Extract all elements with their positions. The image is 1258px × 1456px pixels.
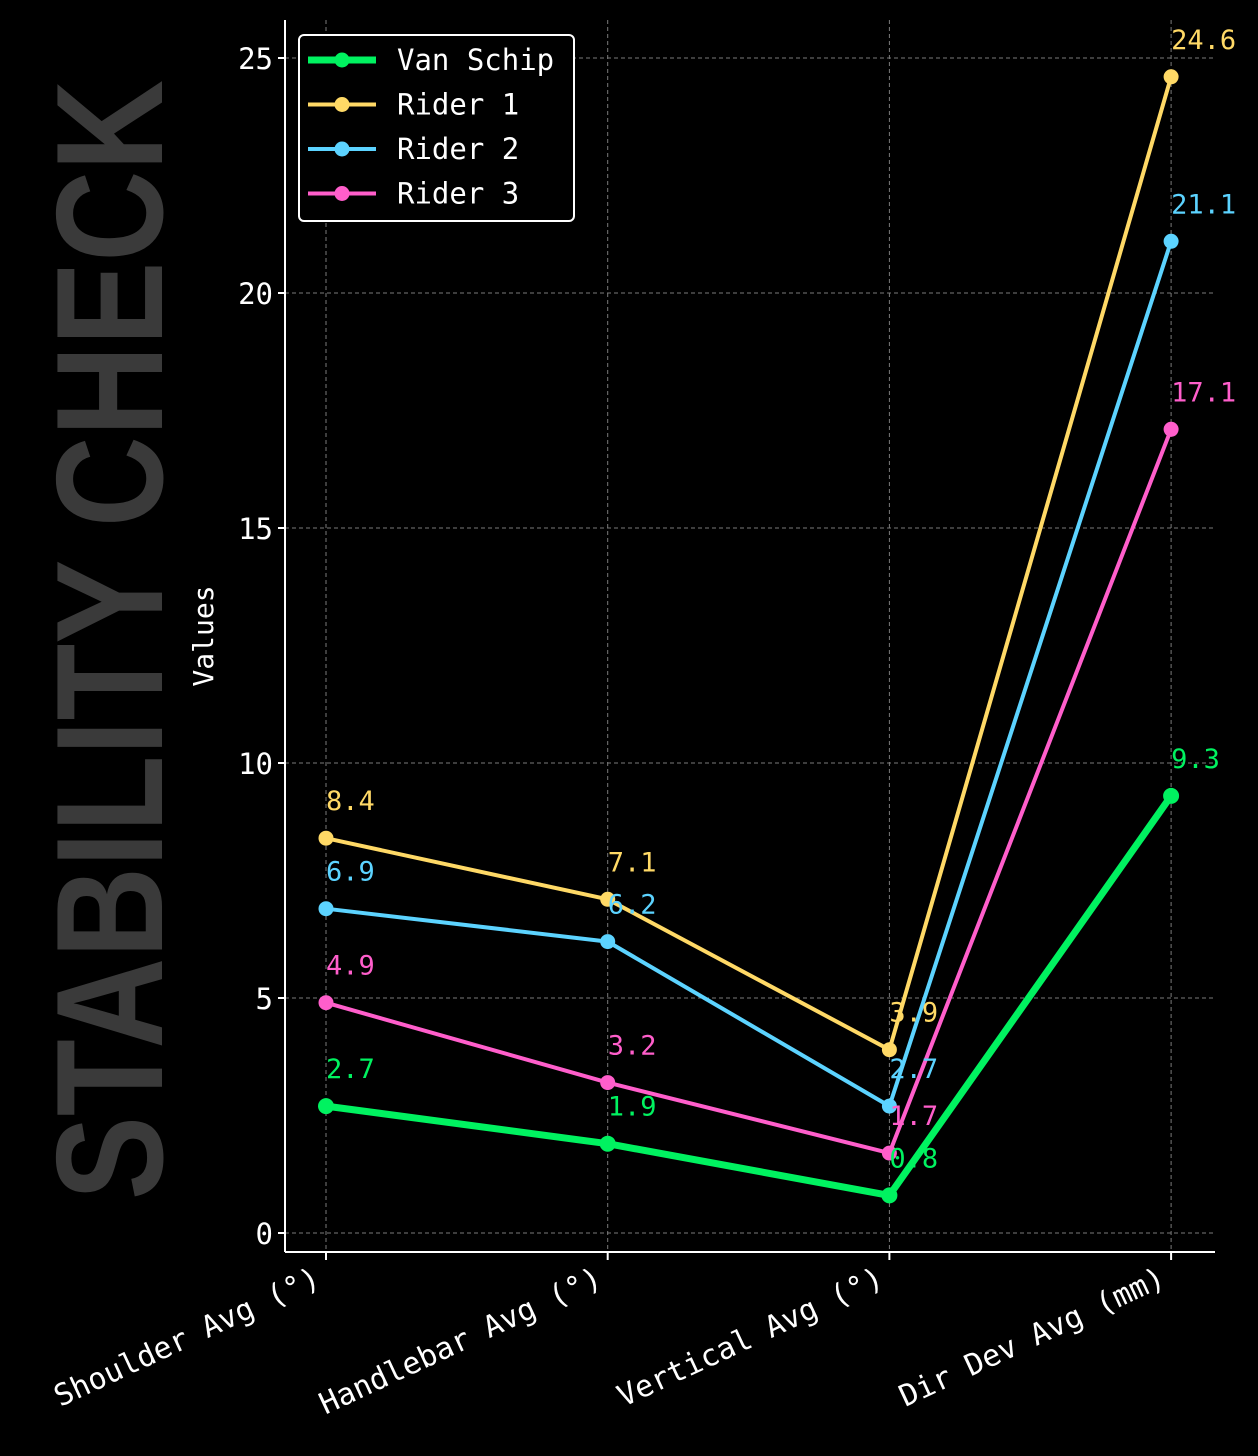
data-label: 4.9 (326, 951, 375, 982)
legend-swatch-marker (334, 186, 350, 201)
data-point (1163, 421, 1179, 437)
data-point (1163, 787, 1180, 804)
data-point (318, 830, 334, 846)
series-rider-1 (318, 69, 1179, 1058)
series-line (325, 428, 1173, 1156)
series-line (325, 240, 1174, 1109)
data-point (600, 1075, 616, 1091)
y-axis-ticks: 0 5 10 15 20 25 (238, 42, 285, 1251)
axes (284, 20, 1215, 1253)
series-group (318, 69, 1180, 1204)
data-point (881, 1145, 897, 1161)
data-label: 1.7 (889, 1101, 938, 1132)
data-point (600, 934, 616, 950)
data-label: 7.1 (608, 847, 657, 878)
data-label: 1.9 (608, 1092, 657, 1123)
legend-item: Rider 3 (308, 177, 519, 211)
y-tick-label: 15 (238, 512, 273, 546)
data-point (318, 901, 334, 917)
y-tick-label: 25 (238, 42, 273, 76)
data-label: 24.6 (1171, 25, 1236, 56)
data-point (1163, 69, 1179, 85)
data-label: 9.3 (1171, 744, 1220, 775)
data-label: 3.9 (889, 998, 938, 1029)
legend-label: Rider 1 (397, 88, 519, 122)
series-rider-2 (318, 233, 1179, 1114)
data-point (881, 1042, 897, 1058)
series-line (325, 793, 1174, 1199)
legend-label: Van Schip (397, 43, 554, 77)
data-point (881, 1187, 898, 1204)
legend-swatch-marker (334, 52, 350, 68)
data-point (318, 995, 334, 1011)
data-label: 3.2 (608, 1031, 657, 1062)
data-point (881, 1098, 897, 1114)
series-rider-3 (318, 421, 1179, 1161)
data-label: 2.7 (326, 1054, 375, 1085)
y-axis-label: Values (187, 585, 220, 686)
data-labels: 2.7 1.9 0.8 9.3 8.4 7.1 3.9 24.6 6.9 6.2 2.7 21.1 4.… (326, 25, 1236, 1175)
y-tick-label: 10 (238, 747, 273, 781)
legend-label: Rider 3 (397, 177, 519, 211)
legend-item: Rider 2 (308, 132, 519, 166)
data-point (318, 1098, 334, 1115)
data-label: 6.2 (608, 890, 657, 921)
legend-item: Rider 1 (308, 88, 519, 122)
data-label: 0.8 (889, 1143, 938, 1174)
legend-label: Rider 2 (397, 132, 519, 166)
y-tick-label: 20 (238, 277, 273, 311)
data-label: 2.7 (889, 1054, 938, 1085)
legend-item: Van Schip (308, 43, 554, 77)
data-point (599, 1135, 616, 1152)
data-point (1163, 233, 1179, 249)
data-point (600, 891, 616, 907)
legend-box (298, 34, 575, 222)
y-tick-label: 0 (256, 1217, 273, 1251)
legend-swatch-marker (334, 97, 350, 112)
legend-swatch-marker (334, 141, 350, 157)
watermark-text: STABILITY CHECK (25, 80, 195, 1200)
data-label: 6.9 (326, 857, 375, 888)
legend: Van Schip Rider 1 Rider 2 Rider 3 (298, 34, 575, 222)
data-label: 8.4 (326, 786, 375, 817)
series-line (325, 76, 1174, 1052)
data-label: 17.1 (1171, 377, 1236, 408)
y-tick-label: 5 (256, 982, 273, 1016)
data-label: 21.1 (1171, 189, 1236, 220)
series-van-schip (318, 787, 1180, 1204)
